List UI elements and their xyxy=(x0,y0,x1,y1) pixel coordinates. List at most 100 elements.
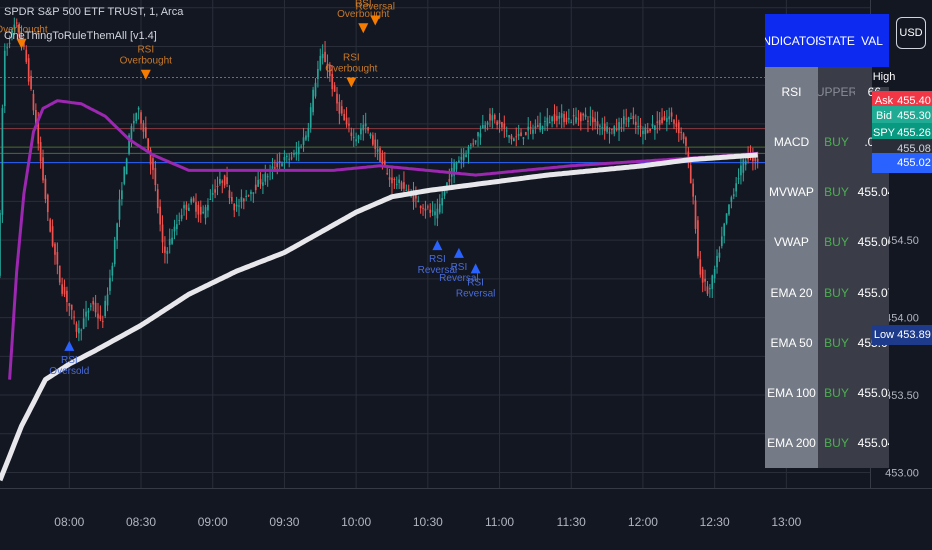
candle-body xyxy=(352,136,355,138)
price-tag-value: 455.02 xyxy=(897,156,931,169)
candle-body xyxy=(532,129,534,134)
candle-body xyxy=(317,68,319,80)
candle-body xyxy=(651,124,654,127)
candle-body xyxy=(37,121,40,144)
candle-body xyxy=(728,204,730,215)
candle-body xyxy=(541,125,544,130)
candle-body xyxy=(484,125,487,129)
candle-body xyxy=(740,165,742,176)
candle-body xyxy=(187,207,190,211)
candle-body xyxy=(632,115,635,119)
candle-body xyxy=(479,133,482,138)
candle-body xyxy=(293,152,295,155)
candle-body xyxy=(180,214,183,219)
candle-body xyxy=(73,316,75,318)
candle-body xyxy=(429,209,432,213)
signal-up-marker xyxy=(432,240,443,251)
candle-body xyxy=(706,286,709,294)
candle-body xyxy=(288,158,291,160)
candle-body xyxy=(185,204,188,210)
candle-body xyxy=(106,294,109,306)
candle-body xyxy=(431,210,434,212)
candle-body xyxy=(70,304,73,310)
candle-body xyxy=(501,121,503,128)
candle-body xyxy=(689,165,692,184)
candle-body xyxy=(63,286,66,295)
candle-body xyxy=(336,93,338,104)
candle-body xyxy=(551,116,553,122)
price-tag-label: Bid xyxy=(876,110,892,123)
candle-body xyxy=(142,123,145,132)
candle-body xyxy=(297,147,300,155)
candle-body xyxy=(257,179,259,187)
candle-body xyxy=(343,114,346,121)
candle-body xyxy=(493,115,496,120)
table-cell-state: BUY xyxy=(818,367,855,418)
candle-body xyxy=(608,132,611,134)
candle-body xyxy=(649,128,651,131)
candle-body xyxy=(725,213,728,224)
candle-body xyxy=(606,126,608,132)
candle-body xyxy=(522,137,525,139)
candle-body xyxy=(570,122,573,124)
candle-body xyxy=(381,153,384,164)
candle-body xyxy=(75,323,78,332)
candle-body xyxy=(101,321,104,323)
candle-body xyxy=(305,135,307,140)
candle-body xyxy=(357,135,360,140)
signal-down-marker xyxy=(16,38,27,49)
candle-body xyxy=(219,179,221,184)
candle-body xyxy=(58,265,61,283)
indicator-title[interactable]: OneThingToRuleThemAll [v1.4] xyxy=(4,30,157,42)
candle-body xyxy=(285,155,288,157)
candle-body xyxy=(474,140,477,143)
table-header-indicator: INDICATOR xyxy=(765,14,818,67)
candle-body xyxy=(333,85,336,92)
candle-body xyxy=(278,161,281,163)
candle-body xyxy=(78,327,80,334)
candle-body xyxy=(128,135,130,154)
signal-label: RSI xyxy=(355,0,372,9)
x-tick-label: 12:00 xyxy=(628,515,658,529)
candle-body xyxy=(529,126,532,128)
candle-body xyxy=(622,116,625,124)
candle-body xyxy=(441,198,444,206)
candle-body xyxy=(699,259,702,275)
candle-body xyxy=(314,82,317,97)
y-tick-label: 454.50 xyxy=(885,235,919,247)
y-tick-label: 453.50 xyxy=(885,390,919,402)
signal-up-marker xyxy=(453,247,464,258)
candle-body xyxy=(505,130,508,132)
candle-body xyxy=(25,49,28,62)
candle-body xyxy=(116,223,118,241)
candle-body xyxy=(577,118,580,120)
candle-body xyxy=(395,184,398,186)
candle-body xyxy=(438,203,441,213)
price-tag: SPY 455.26 xyxy=(872,123,932,144)
candle-body xyxy=(563,113,565,123)
candle-body xyxy=(467,146,470,154)
table-cell-state: BUY xyxy=(818,117,855,168)
table-cell-state: BUY xyxy=(818,267,855,318)
table-header-state: STATE xyxy=(818,14,855,67)
candle-body xyxy=(582,113,585,116)
candle-body xyxy=(113,239,116,265)
candle-body xyxy=(183,205,185,209)
candle-body xyxy=(207,204,209,211)
table-cell-value: 455.07 xyxy=(855,267,889,318)
candle-body xyxy=(137,107,140,110)
candle-body xyxy=(123,166,126,184)
candle-body xyxy=(161,224,164,243)
candle-body xyxy=(718,252,721,258)
candle-body xyxy=(386,173,389,175)
candle-body xyxy=(202,211,204,214)
signal-label: RSI xyxy=(61,355,78,366)
candle-body xyxy=(309,107,312,128)
candle-body xyxy=(254,184,257,191)
price-tag: High xyxy=(872,67,932,88)
currency-button[interactable]: USD xyxy=(896,17,926,49)
candle-body xyxy=(350,132,353,137)
candle-body xyxy=(264,173,267,182)
candle-body xyxy=(407,189,410,191)
candle-body xyxy=(596,121,599,127)
